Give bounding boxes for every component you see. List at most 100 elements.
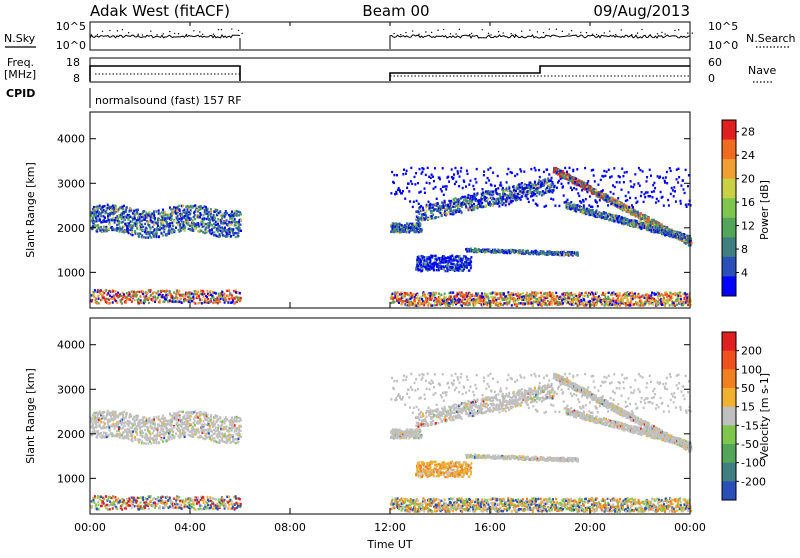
power-cell [492, 292, 494, 294]
nsearch-point [549, 29, 550, 30]
power-cell [535, 294, 537, 296]
power-cell [189, 225, 191, 227]
nsearch-point [498, 31, 499, 32]
power-cell [217, 218, 219, 220]
power-cell [539, 191, 541, 193]
power-cell [92, 218, 94, 220]
power-cell [231, 223, 233, 225]
power-cell [114, 290, 116, 292]
power-cell [98, 298, 100, 300]
power-cell [97, 215, 99, 217]
nsearch-point [596, 34, 597, 35]
power-cell [112, 290, 114, 292]
power-cell [208, 226, 210, 228]
power-cell [422, 209, 424, 211]
nsearch-bottom-tick: 10^0 [708, 39, 738, 52]
power-cell [592, 292, 594, 294]
power-cell [473, 203, 475, 205]
power-cell [223, 293, 225, 295]
power-cell [499, 194, 501, 196]
nsearch-point [199, 31, 200, 32]
power-cell [207, 208, 209, 210]
power-cell [190, 217, 192, 219]
power-cell [177, 297, 179, 299]
power-cell [122, 208, 124, 210]
power-cell [171, 218, 173, 220]
power-cell [95, 206, 97, 208]
power-cell [431, 217, 433, 219]
power-cell [678, 231, 680, 233]
power-cell [113, 217, 115, 219]
power-cell [549, 187, 551, 189]
power-cell [455, 201, 457, 203]
power-cell [240, 230, 242, 232]
power-cell [623, 220, 625, 222]
nsearch-point [450, 33, 451, 34]
power-cell [194, 214, 196, 216]
power-cell [231, 294, 233, 296]
power-cell [91, 212, 93, 214]
power-cell [526, 184, 528, 186]
freq-bottom-tick: 8 [73, 72, 80, 85]
power-cell [512, 294, 514, 296]
power-cell [212, 302, 214, 304]
power-cell [190, 297, 192, 299]
power-cell [452, 304, 454, 306]
power-cell [477, 296, 479, 298]
power-cell [100, 215, 102, 217]
power-cell [226, 219, 228, 221]
nsearch-point [615, 34, 616, 35]
power-cell [202, 214, 204, 216]
power-cell [230, 297, 232, 299]
power-cell [116, 302, 118, 304]
power-cell [516, 303, 518, 305]
power-cell [521, 195, 523, 197]
power-cell [126, 206, 128, 208]
power-cell [194, 204, 196, 206]
power-cell [238, 232, 240, 234]
power-cell [125, 301, 127, 303]
power-cell [633, 220, 635, 222]
power-cell [150, 289, 152, 291]
nsearch-point [571, 30, 572, 31]
power-cell [596, 291, 598, 293]
power-cell [551, 302, 553, 304]
power-cell [415, 302, 417, 304]
power-cell [488, 298, 490, 300]
power-cell [161, 223, 163, 225]
power-cell [440, 294, 442, 296]
power-cell [94, 289, 96, 291]
nsearch-point [674, 30, 675, 31]
power-cell [209, 290, 211, 292]
nave-label: Nave [748, 64, 776, 77]
power-cell [237, 299, 239, 301]
nsearch-point [437, 30, 438, 31]
power-cell [235, 236, 237, 238]
nsearch-point [405, 32, 406, 33]
power-cell [153, 236, 155, 238]
power-cell [187, 220, 189, 222]
power-cell [157, 229, 159, 231]
nsearch-point [503, 32, 504, 33]
power-cell [121, 218, 123, 220]
power-cell [422, 207, 424, 209]
power-cell [611, 303, 613, 305]
cpid-value: normalsound (fast) 157 RF [95, 94, 242, 107]
power-cell [561, 254, 563, 256]
nsearch-point [109, 30, 110, 31]
power-cell [189, 212, 191, 214]
power-cell [452, 291, 454, 293]
nsearch-point [186, 34, 187, 35]
power-cell [131, 220, 133, 222]
power-cell [181, 220, 183, 222]
power-cell [110, 209, 112, 211]
power-cell [619, 294, 621, 296]
power-cell [214, 226, 216, 228]
power-cell [215, 224, 217, 226]
power-cell [103, 292, 105, 294]
power-cell [207, 214, 209, 216]
power-cell [648, 224, 650, 226]
nsearch-point [150, 30, 151, 31]
power-cell [431, 304, 433, 306]
power-cell [188, 301, 190, 303]
